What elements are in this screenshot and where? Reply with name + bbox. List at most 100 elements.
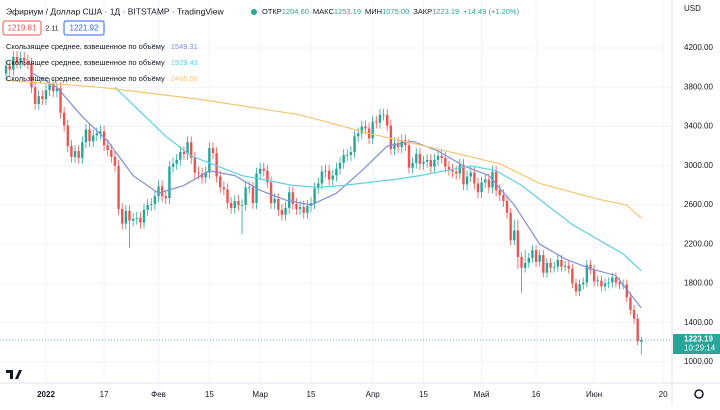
candle-body [317, 183, 320, 189]
y-tick-label: 1400.00 [684, 318, 713, 327]
candle-body [164, 196, 167, 199]
candle-body [150, 204, 153, 205]
candle-body [59, 88, 62, 113]
candle-body [197, 172, 200, 174]
candle-body [19, 57, 22, 63]
y-tick-label: 1800.00 [684, 279, 713, 288]
settings-button[interactable] [694, 389, 704, 399]
candle-body [251, 187, 255, 204]
market-status [251, 9, 257, 15]
candle-body [302, 206, 305, 213]
ask-box[interactable] [63, 20, 105, 36]
candle-body [505, 201, 509, 213]
candle-body [393, 143, 396, 150]
legend-value: 1549.31 [171, 42, 198, 51]
candle-body [578, 284, 581, 292]
candle-body [171, 163, 175, 167]
candle-body [411, 162, 414, 168]
candle-body [91, 135, 95, 142]
candle-body [157, 186, 160, 197]
candle-body [291, 192, 295, 205]
ohlc-value: 1075.00 [382, 7, 409, 16]
candle-body [186, 142, 189, 154]
y-tick-label: 3400.00 [684, 122, 713, 131]
candle-body [23, 57, 26, 61]
candle-body [465, 176, 469, 185]
candle-body [273, 199, 276, 204]
candle-body [219, 176, 222, 188]
candle-body [523, 262, 527, 268]
candle-body [342, 154, 345, 163]
x-tick-label: Апр [366, 390, 381, 399]
candle-body [258, 168, 262, 174]
x-tick-label: 15 [205, 390, 214, 399]
candle-body [603, 283, 607, 287]
candle-body [99, 131, 102, 134]
candle-body [513, 230, 516, 241]
candle-body [262, 168, 265, 171]
candle-body [396, 143, 400, 148]
moving-average-line [31, 72, 642, 309]
candle-body [451, 169, 454, 172]
last-price-tag [673, 334, 720, 355]
ohlc-value: 1223.19 [432, 7, 459, 16]
candle-body [298, 206, 302, 209]
candle-body [153, 196, 157, 205]
candle-body [516, 230, 520, 257]
candle-body [30, 63, 33, 88]
candle-body [121, 208, 124, 224]
candle-body [444, 157, 447, 167]
candle-body [542, 255, 545, 273]
candle-body [146, 204, 149, 210]
candle-body [8, 65, 11, 70]
candle-body [327, 170, 331, 180]
candle-body [142, 209, 146, 223]
legend-value: 1929.43 [171, 58, 198, 67]
candle-body [415, 153, 418, 163]
candle-body [248, 187, 251, 189]
x-tick-label: 15 [419, 390, 428, 399]
candle-body [484, 179, 487, 183]
candle-body [26, 60, 30, 64]
candle-body [240, 204, 244, 206]
candle-body [629, 297, 632, 310]
candle-body [277, 199, 280, 210]
logo-mark [6, 370, 22, 379]
candle-body [567, 265, 570, 269]
candle-body [338, 162, 342, 169]
y-tick-label: 2200.00 [684, 239, 713, 248]
candle-body [571, 268, 574, 284]
candle-body [509, 212, 512, 241]
ohlc-label: ОТКР [262, 7, 282, 16]
x-tick-label: 20 [659, 390, 668, 399]
candle-body [124, 210, 128, 224]
candle-body [280, 209, 284, 215]
candle-body [531, 250, 534, 258]
candle-body [592, 269, 596, 282]
candle-body [447, 166, 451, 170]
candle-body [284, 207, 287, 215]
candle-body [117, 165, 120, 209]
candle-body [502, 195, 505, 202]
moving-average-line [6, 79, 642, 219]
x-tick-label: Май [474, 390, 490, 399]
y-tick-label: 3000.00 [684, 161, 713, 170]
bid-box[interactable] [2, 20, 42, 36]
candle-body [487, 179, 491, 188]
y-tick-label: 3800.00 [684, 82, 713, 91]
last-price-label: 1223.19 [684, 335, 713, 344]
candle-body [81, 142, 84, 158]
candle-body [135, 217, 138, 219]
candle-body [407, 145, 411, 168]
candle-body [62, 112, 66, 126]
candle-body [313, 188, 316, 204]
candle-body [454, 171, 458, 174]
legend-value: 2465.50 [171, 74, 198, 83]
ohlc-change: +14.49 (+1.20%) [463, 7, 519, 16]
candle-body [37, 96, 40, 104]
candle-body [55, 88, 59, 92]
candle-body [346, 154, 349, 156]
candle-body [189, 142, 193, 158]
candle-body [473, 172, 476, 184]
